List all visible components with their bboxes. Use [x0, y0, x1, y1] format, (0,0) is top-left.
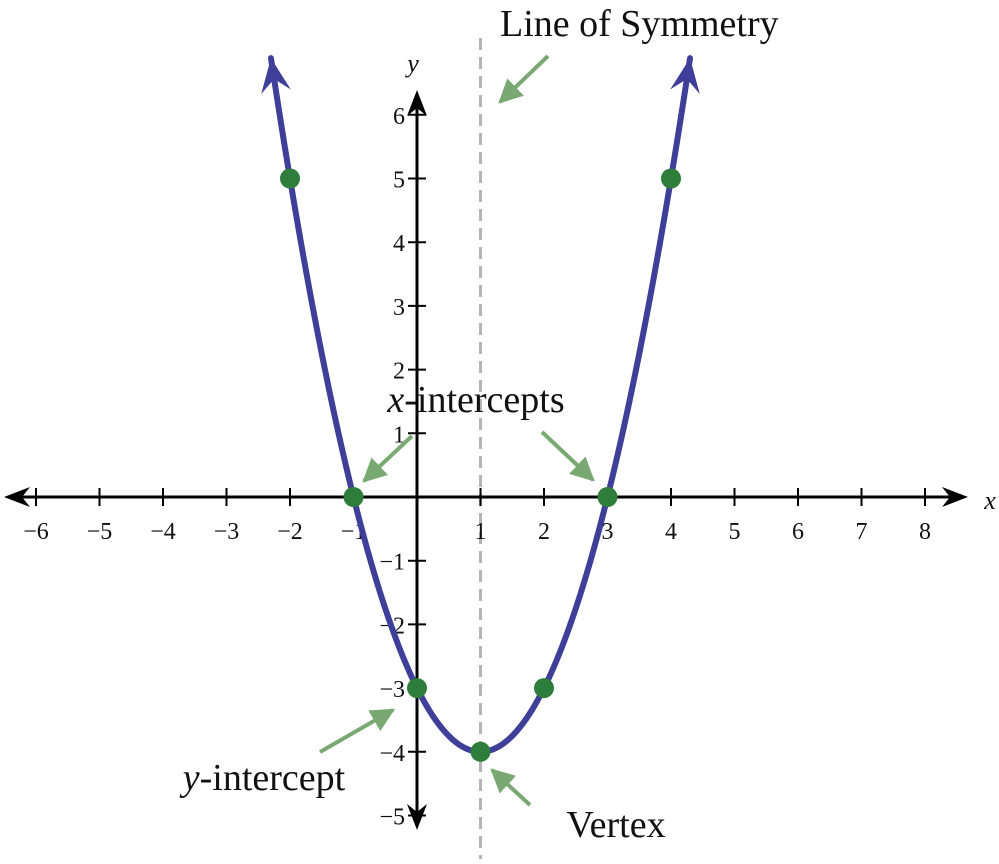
- y-tick-label: −5: [379, 805, 405, 831]
- y-intercept-var: y: [179, 757, 200, 799]
- line-of-symmetry-label: Line of Symmetry: [500, 3, 779, 45]
- x-tick-label: −6: [23, 519, 49, 545]
- y-tick-label: −1: [379, 550, 405, 576]
- y-tick-label: 4: [393, 231, 405, 257]
- x-intercept-right-arrow: [540, 430, 595, 482]
- data-point: [534, 678, 554, 699]
- y-axis-top-arrowhead: [407, 90, 427, 116]
- x-tick-label: 5: [729, 519, 741, 545]
- x-axis-label: x: [983, 486, 996, 515]
- data-point: [597, 487, 618, 507]
- x-tick-label: −2: [277, 519, 303, 545]
- x-intercepts-rest: -intercepts: [404, 379, 564, 421]
- x-tick-label: −3: [214, 519, 240, 545]
- x-tick-label: 7: [856, 519, 868, 545]
- y-tick-label: −4: [379, 741, 405, 767]
- x-axis-left-arrowhead: [4, 487, 30, 507]
- y-tick-label: −3: [379, 677, 405, 703]
- curve-right-arrowhead: [670, 58, 700, 94]
- y-axis-bottom-arrowhead: [407, 804, 427, 830]
- x-intercepts-label: x-intercepts: [386, 379, 564, 421]
- curve-left-arrowhead: [261, 58, 291, 94]
- x-axis-right-arrowhead: [942, 487, 968, 507]
- x-intercept-left-arrow: [362, 434, 414, 483]
- y-tick-label: 2: [393, 359, 405, 385]
- data-point: [407, 678, 427, 699]
- x-tick-label: −5: [87, 519, 113, 545]
- y-tick-label: 1: [393, 422, 405, 448]
- x-tick-label: 2: [538, 519, 550, 545]
- data-point: [280, 168, 300, 189]
- y-tick-label: 6: [393, 104, 405, 130]
- data-point: [343, 487, 364, 507]
- x-tick-label: 1: [475, 519, 487, 545]
- x-tick-label: 6: [792, 519, 804, 545]
- y-intercept-label: y-intercept: [179, 757, 346, 799]
- data-point: [661, 168, 681, 189]
- y-axis-label: y: [404, 49, 419, 78]
- symmetry-arrow: [498, 54, 550, 104]
- vertex-arrow: [490, 768, 532, 807]
- x-tick-label: 3: [602, 519, 614, 545]
- x-intercepts-var: x: [386, 379, 404, 421]
- x-tick-label: 8: [919, 519, 931, 545]
- y-intercept-rest: -intercept: [200, 757, 346, 799]
- y-intercept-arrow: [319, 708, 396, 754]
- y-tick-label: 3: [393, 295, 405, 321]
- x-tick-label: 4: [665, 519, 677, 545]
- vertex-label: Vertex: [566, 804, 665, 846]
- y-tick-label: 5: [393, 168, 405, 194]
- data-point: [470, 741, 491, 762]
- x-tick-label: −4: [150, 519, 176, 545]
